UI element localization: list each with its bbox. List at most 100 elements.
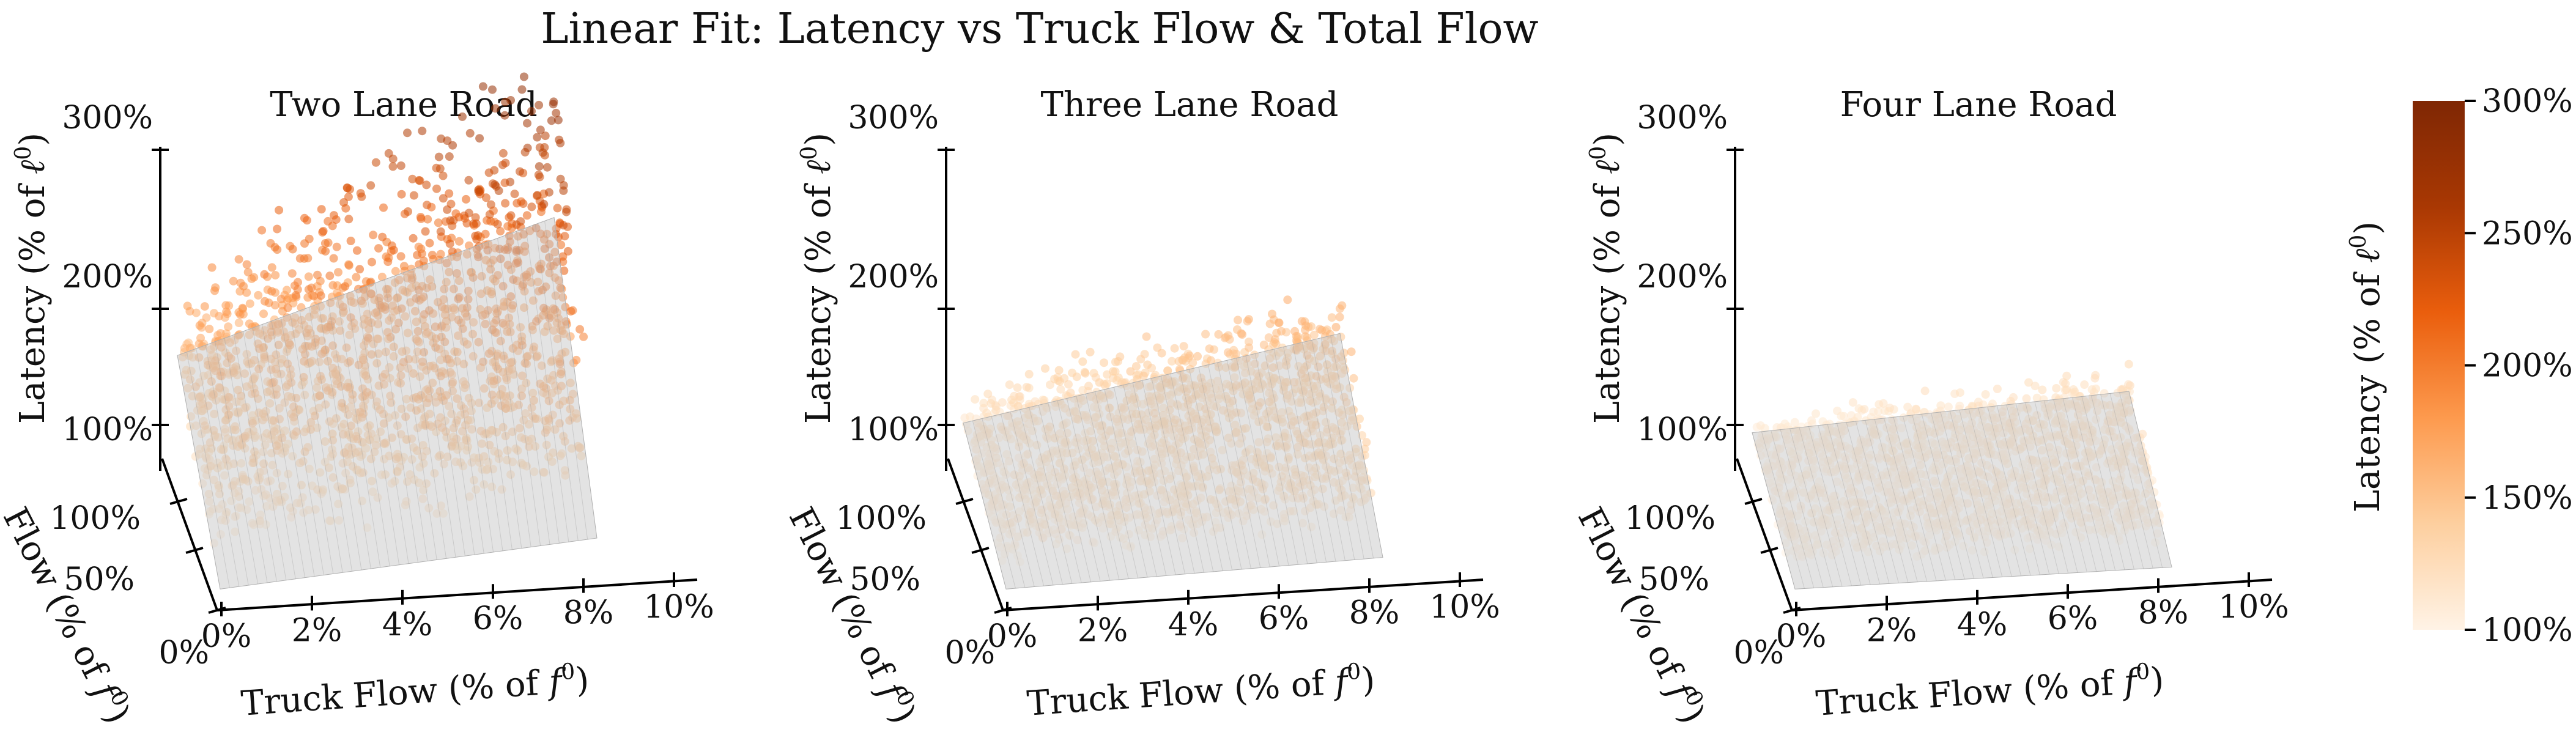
scatter-point — [1853, 413, 1862, 422]
fit-plane-gridline — [1104, 389, 1148, 578]
scatter-point — [215, 312, 224, 320]
scatter-point — [195, 321, 204, 330]
x-tick-label: 0% — [987, 618, 1038, 655]
fit-plane-gridline — [196, 348, 240, 587]
y-tick-label: 0% — [945, 635, 996, 671]
fit-plane-gridline — [1865, 420, 1909, 583]
scatter-point — [488, 85, 497, 94]
scatter-point — [1015, 392, 1024, 401]
fit-plane-gridline — [1038, 405, 1082, 583]
fit-plane-gridline — [982, 418, 1026, 588]
scatter-point — [556, 174, 565, 183]
scatter-point — [205, 325, 214, 333]
fit-plane-gridline — [1780, 429, 1824, 588]
scatter-point — [1064, 380, 1073, 389]
scatter-point — [319, 227, 328, 235]
scatter-point — [1903, 402, 1912, 412]
x-tick-label: 10% — [1429, 589, 1500, 626]
scatter-point — [357, 192, 366, 201]
scatter-point — [1780, 419, 1790, 429]
scatter-point — [434, 152, 443, 161]
fit-plane-gridline — [356, 290, 400, 565]
scatter-point — [352, 273, 361, 282]
fit-plane-gridline — [1912, 415, 1956, 580]
scatter-point — [2022, 394, 2031, 403]
scatter-point — [1297, 317, 1306, 326]
y-axis-line — [947, 458, 1004, 611]
scatter-point — [560, 266, 569, 275]
scatter-point — [506, 211, 516, 220]
fit-plane-gridline — [1160, 375, 1204, 573]
z-tick-label: 100% — [62, 412, 153, 448]
fit-plane-gridline — [487, 242, 531, 547]
scatter-point — [207, 263, 217, 272]
y-axis-line — [161, 458, 218, 611]
scatter-point — [535, 100, 544, 109]
z-tick-label: 300% — [1637, 100, 1728, 136]
scatter-point — [1936, 401, 1945, 410]
figure-title: Linear Fit: Latency vs Truck Flow & Tota… — [541, 5, 1538, 53]
scatter-point — [997, 398, 1007, 407]
scatter-point — [391, 267, 400, 276]
scatter-point — [2062, 371, 2071, 380]
fit-plane-gridline — [374, 283, 418, 563]
scatter-point — [374, 244, 383, 253]
scatter-point — [506, 96, 515, 105]
scatter-point — [506, 177, 515, 187]
scatter-point — [1005, 380, 1014, 390]
scatter-point — [2006, 397, 2015, 405]
scatter-point — [1944, 402, 1953, 412]
scatter-point — [966, 412, 974, 421]
scatter-point — [464, 209, 473, 218]
scatter-point — [387, 241, 396, 250]
y-tick-mark — [185, 547, 204, 554]
scatter-point — [454, 237, 464, 246]
fit-plane-gridline — [327, 300, 371, 569]
fit-plane-gridline — [1799, 427, 1843, 587]
scatter-point — [2080, 380, 2089, 389]
scatter-point — [1163, 366, 1172, 375]
scatter-point — [1848, 398, 1857, 407]
fit-plane-gridline — [1170, 374, 1214, 572]
scatter-point — [1347, 347, 1356, 356]
scatter-point — [2069, 385, 2078, 394]
scatter-point — [291, 291, 300, 300]
x-axis-label: Truck Flow (% of f0) — [1026, 658, 1376, 724]
scatter-point — [500, 111, 509, 120]
scatter-point — [384, 149, 393, 158]
z-tick-label: 100% — [848, 412, 939, 448]
fit-plane-gridline — [1846, 422, 1890, 584]
scatter-point — [1089, 369, 1098, 378]
scatter-point — [276, 295, 286, 304]
scatter-point — [1232, 349, 1241, 358]
x-tick-label: 0% — [1776, 618, 1827, 655]
scatter-point — [425, 238, 434, 248]
scatter-point — [1086, 347, 1095, 356]
fit-plane-gridline — [1001, 414, 1045, 586]
scatter-point — [481, 229, 490, 238]
scatter-point — [1022, 383, 1031, 392]
y-tick-label: 50% — [849, 561, 920, 598]
scatter-point — [1993, 385, 2002, 393]
y-tick-mark — [1744, 498, 1763, 505]
scatter-point — [261, 297, 269, 306]
scatter-point — [1265, 319, 1275, 328]
scatter-point — [510, 190, 519, 199]
scatter-point — [1081, 369, 1090, 378]
scatter-point — [427, 251, 437, 260]
scatter-point — [352, 246, 361, 255]
fit-plane-gridline — [1010, 412, 1054, 586]
scatter-point — [339, 198, 349, 207]
scatter-point — [1072, 372, 1081, 382]
z-tick-label: 300% — [848, 100, 939, 136]
x-tick-label: 6% — [2048, 600, 2098, 637]
scatter-point — [399, 262, 409, 271]
scatter-point — [383, 257, 393, 267]
scatter-point — [242, 288, 251, 297]
scatter-point — [266, 238, 275, 248]
scatter-point — [371, 158, 380, 167]
scatter-point — [396, 161, 405, 170]
fit-plane-gridline — [1095, 391, 1139, 578]
scatter-point — [445, 239, 454, 248]
